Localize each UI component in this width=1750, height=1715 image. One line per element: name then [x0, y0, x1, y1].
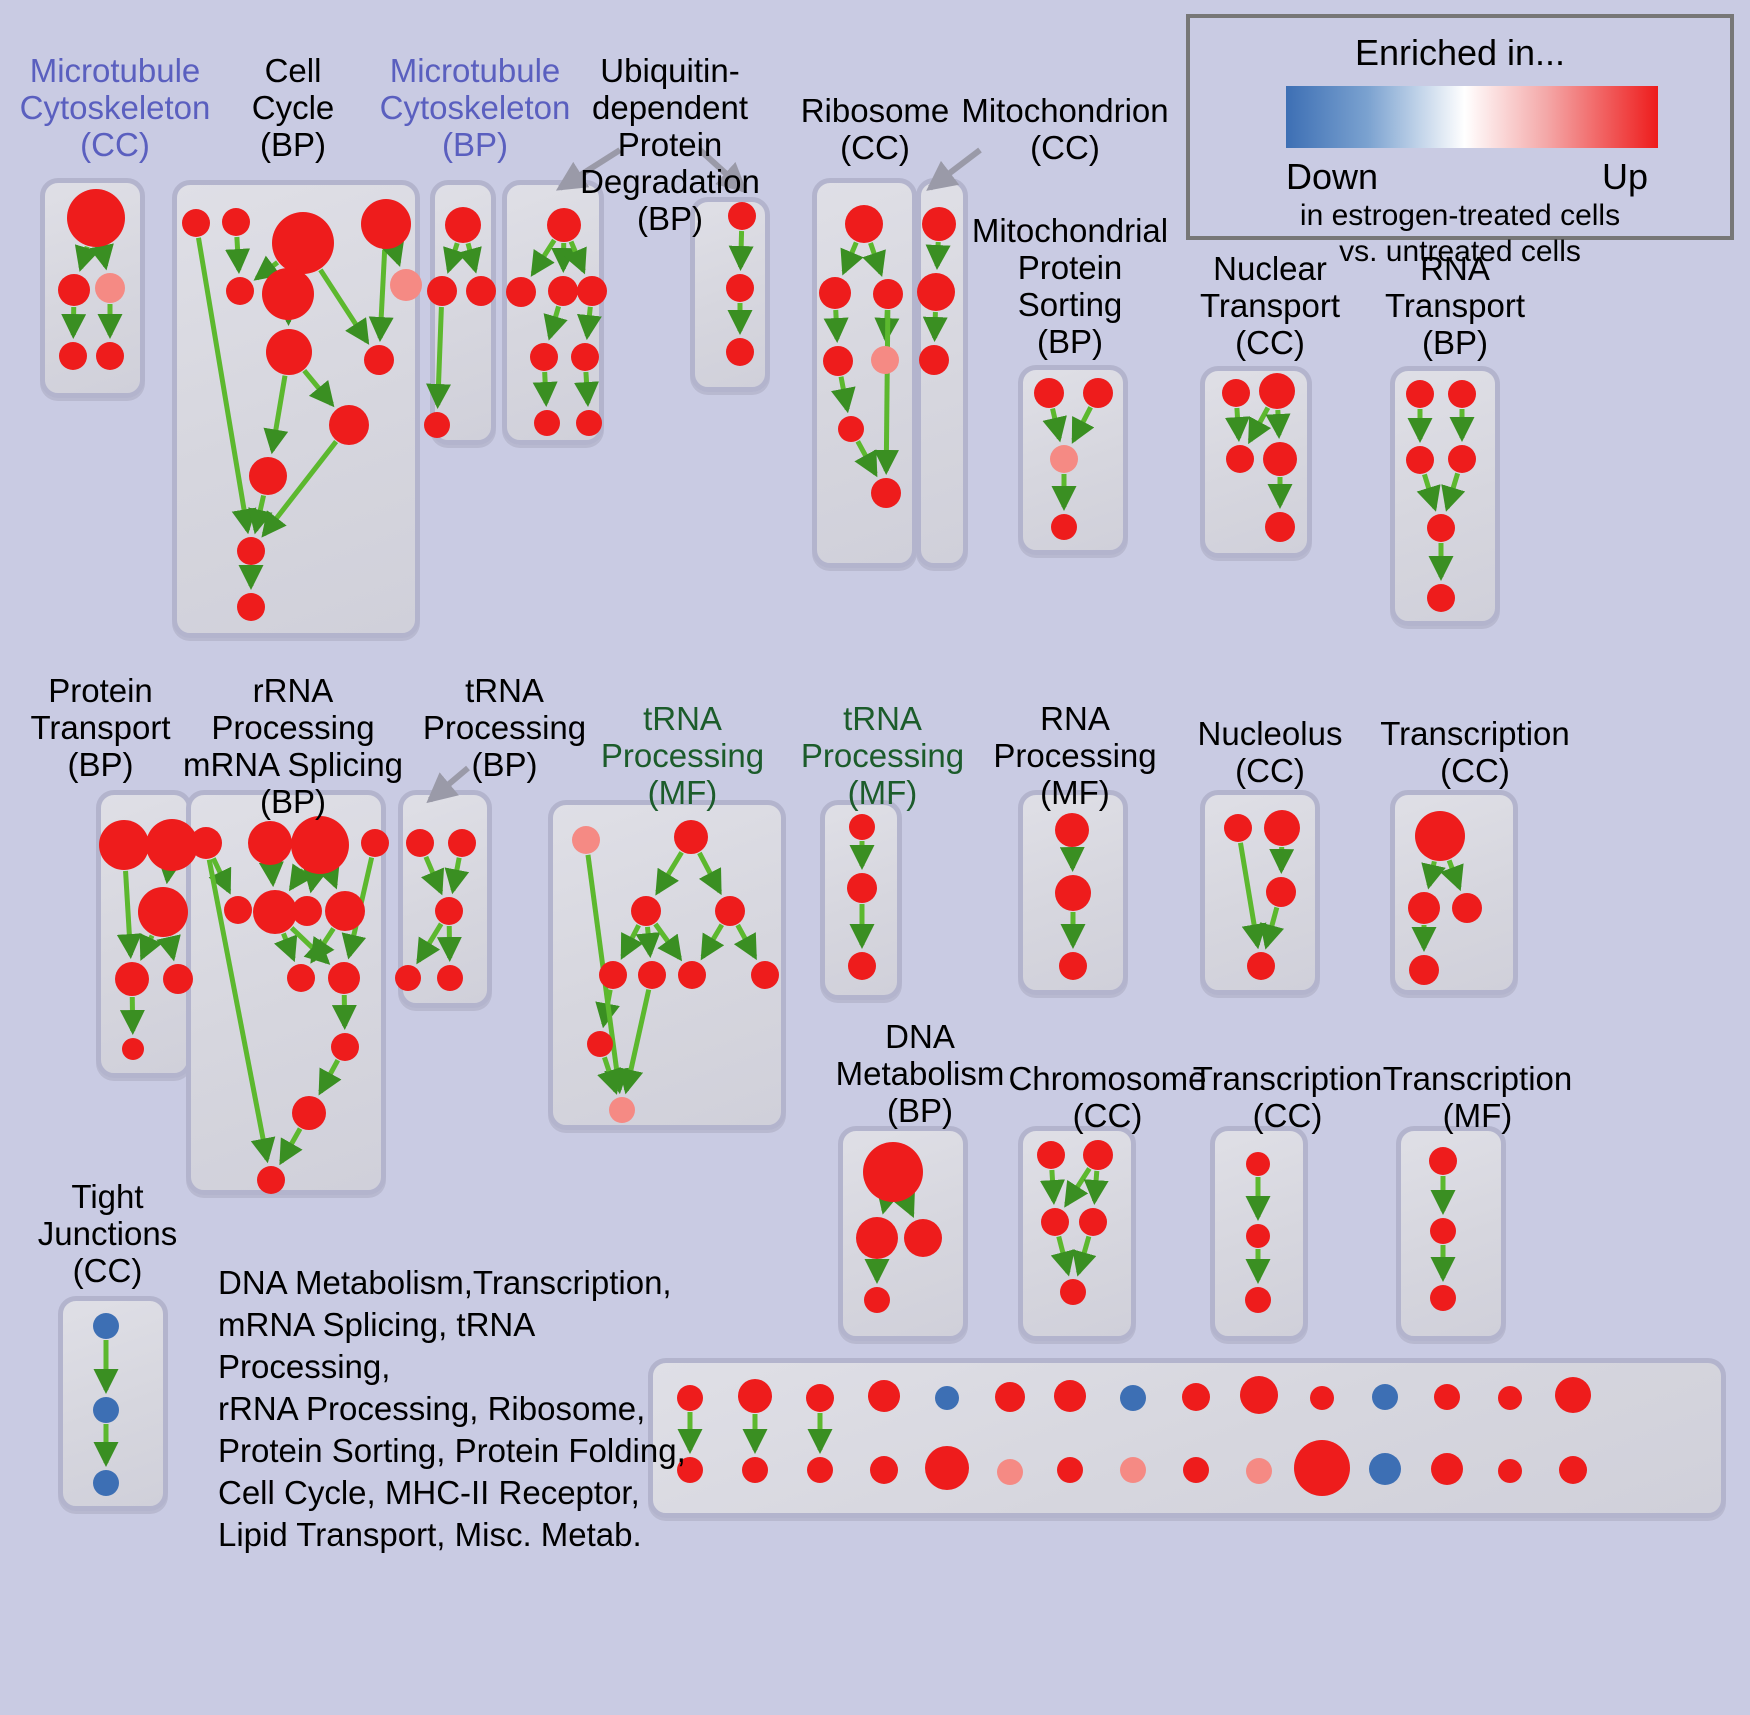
- cluster-label-transcription-cc-2: Transcription (CC): [1192, 1060, 1383, 1134]
- cluster-label-mitochondrion-cc: Mitochondrion (CC): [961, 92, 1169, 166]
- cluster-label-mitochondrial-protein-sorting-bp: Mitochondrial Protein Sorting (BP): [971, 212, 1169, 360]
- legend-title: Enriched in...: [1354, 32, 1566, 73]
- cluster-box-transcription-cc-2[interactable]: [1210, 1126, 1308, 1341]
- cluster-box-protein-transport-bp[interactable]: [96, 790, 192, 1078]
- cluster-box-chromosome-cc[interactable]: [1018, 1126, 1136, 1341]
- cluster-box-cell-cycle-bp[interactable]: [172, 180, 420, 638]
- cluster-label-rrna-processing-mrna-splicing-bp: rRNA Processing mRNA Splicing (BP): [182, 672, 404, 820]
- legend-down-label: Down: [1286, 156, 1379, 197]
- cluster-box-dna-metabolism-bp[interactable]: [838, 1126, 968, 1341]
- cluster-label-nucleolus-cc: Nucleolus (CC): [1197, 715, 1343, 789]
- cluster-box-rrna-mrna-splicing-bp[interactable]: [186, 790, 386, 1195]
- cluster-box-microtubule-cytoskeleton-cc[interactable]: [40, 178, 145, 398]
- cluster-label-transcription-mf: Transcription (MF): [1382, 1060, 1573, 1134]
- cluster-label-transcription-cc-1: Transcription (CC): [1380, 715, 1570, 789]
- cluster-box-trna-processing-mf-2[interactable]: [820, 800, 902, 1000]
- cluster-box-trna-processing-bp[interactable]: [398, 790, 492, 1008]
- cluster-box-ribosome-cc[interactable]: [812, 178, 917, 568]
- cluster-label-ubiquitin-protein-degradation-bp: Ubiquitin- dependent Protein Degradation…: [580, 52, 760, 237]
- cluster-box-rna-processing-mf[interactable]: [1018, 790, 1128, 995]
- cluster-label-microtubule-cytoskeleton-cc: Microtubule Cytoskeleton (CC): [19, 52, 211, 163]
- cluster-label-rna-processing-mf: RNA Processing (MF): [993, 700, 1157, 811]
- cluster-label-trna-processing-mf-1: tRNA Processing (MF): [600, 700, 765, 811]
- cluster-box-rna-transport-bp[interactable]: [1390, 366, 1500, 626]
- cluster-label-dna-metabolism-bp: DNA Metabolism (BP): [835, 1018, 1005, 1129]
- cluster-box-trna-processing-mf-1[interactable]: [548, 800, 786, 1130]
- cluster-box-transcription-cc-1[interactable]: [1390, 790, 1518, 995]
- cluster-box-nucleolus-cc[interactable]: [1200, 790, 1320, 995]
- color-scale-gradient: [1286, 86, 1658, 148]
- cluster-label-ribosome-cc: Ribosome (CC): [800, 92, 950, 166]
- cluster-label-cell-cycle-bp: Cell Cycle (BP): [251, 52, 335, 163]
- cluster-label-microtubule-cytoskeleton-bp: Microtubule Cytoskeleton (BP): [379, 52, 571, 163]
- cluster-box-transcription-mf[interactable]: [1396, 1126, 1506, 1341]
- legend-up-label: Up: [1601, 156, 1648, 197]
- misc-categories-note: DNA Metabolism,Transcription, mRNA Splic…: [218, 1264, 686, 1553]
- cluster-label-trna-processing-mf-2: tRNA Processing (MF): [800, 700, 965, 811]
- cluster-label-nuclear-transport-cc: Nuclear Transport (CC): [1200, 250, 1340, 361]
- cluster-box-nuclear-transport-cc[interactable]: [1200, 366, 1312, 558]
- legend-panel: Enriched in... Down Up in estrogen-treat…: [1186, 14, 1734, 268]
- cluster-box-tight-junctions-cc[interactable]: [58, 1296, 168, 1511]
- cluster-box-microtubule-cytoskeleton-bp[interactable]: [430, 180, 496, 445]
- cluster-label-rna-transport-bp: RNA Transport (BP): [1385, 250, 1525, 361]
- cluster-label-trna-processing-bp: tRNA Processing (BP): [422, 672, 587, 783]
- cluster-label-tight-junctions-cc: Tight Junctions (CC): [37, 1178, 178, 1289]
- legend-subtitle: in estrogen-treated cells vs. untreated …: [1299, 199, 1621, 268]
- cluster-label-chromosome-cc: Chromosome (CC): [1008, 1060, 1207, 1134]
- cluster-label-protein-transport-bp: Protein Transport (BP): [30, 672, 171, 783]
- cluster-box-misc-categories-box[interactable]: [648, 1358, 1726, 1518]
- cluster-box-mitochondrial-protein-sorting-bp[interactable]: [1018, 365, 1128, 555]
